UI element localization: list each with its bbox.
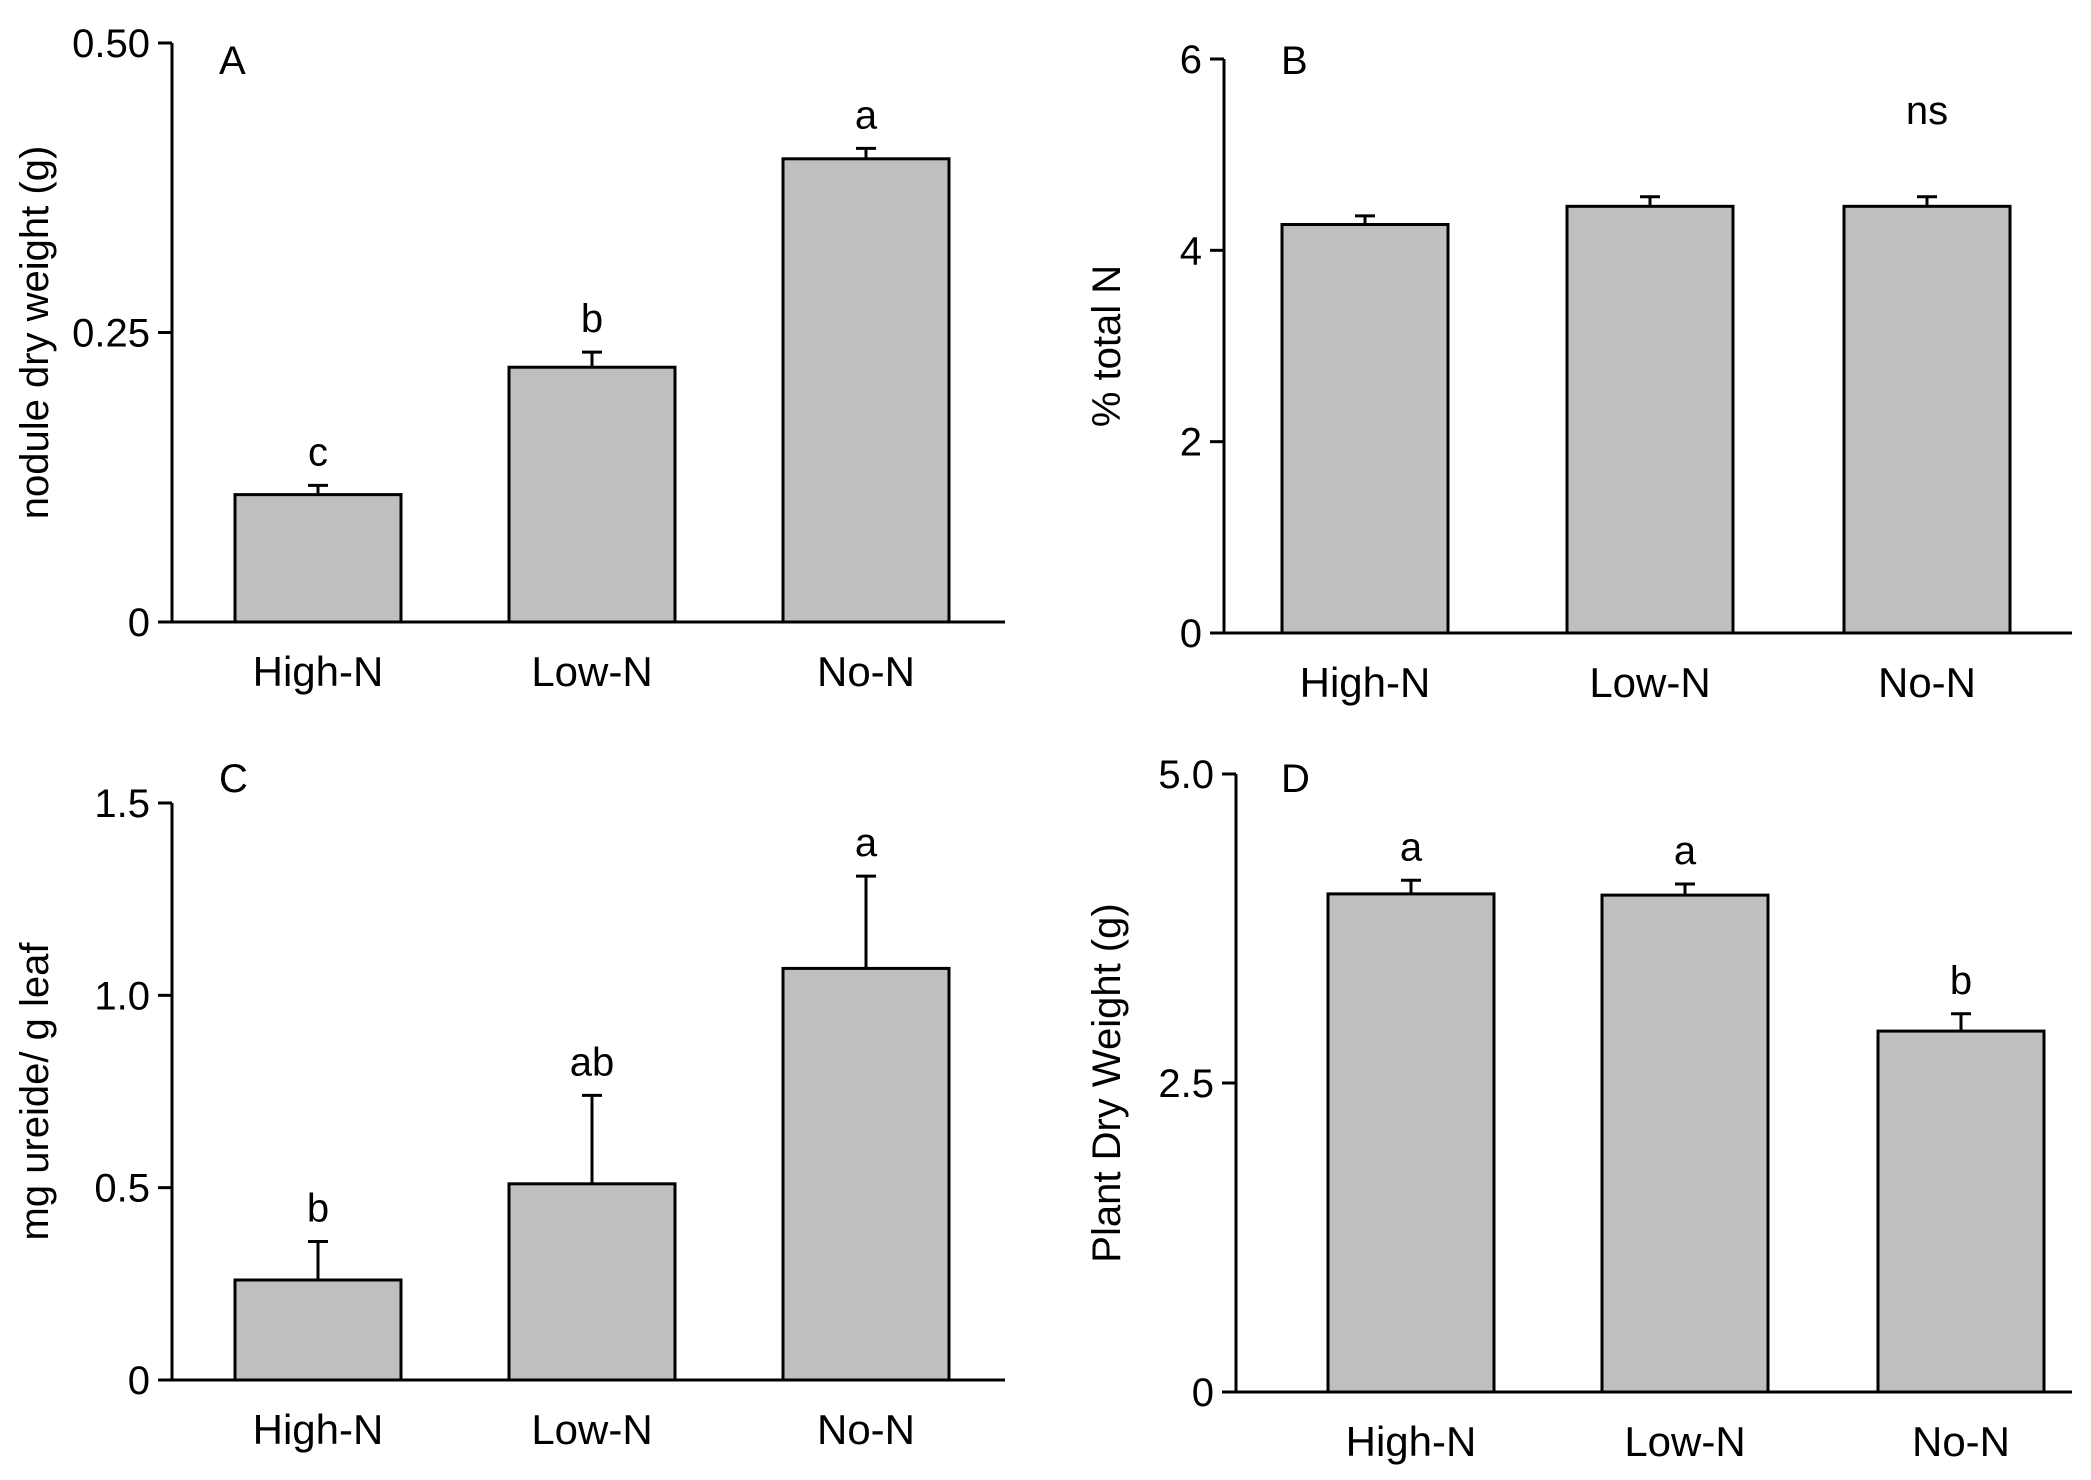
significance-label: b	[307, 1187, 329, 1231]
x-tick-label: High-N	[253, 648, 384, 695]
y-tick-label: 1.0	[94, 974, 150, 1018]
y-tick-label: 0	[1192, 1371, 1214, 1415]
panel-label: C	[219, 757, 248, 801]
panel-c: Cb High-N ab Low-N a No-N 0 0.5 1.0 1.5 mg ureide/…	[13, 757, 1005, 1453]
panel-label: B	[1281, 39, 1308, 83]
error-bar-no-n	[856, 146, 876, 159]
error-bar-high-n	[308, 483, 328, 495]
bar-high-n	[1280, 223, 1450, 635]
y-tick-label: 0.50	[72, 22, 150, 66]
y-tick-label: 0	[1180, 612, 1202, 656]
bar-no-n	[1842, 204, 2012, 635]
bar-high-n	[1326, 892, 1496, 1394]
bar-low-n	[1600, 893, 1770, 1394]
bar-no-n	[781, 966, 951, 1382]
y-tick-label: 0	[128, 601, 150, 645]
error-bar-high-n	[1355, 214, 1375, 225]
error-bar-high-n	[308, 1240, 328, 1280]
y-tick-label: 0.25	[72, 312, 150, 356]
error-bar-no-n	[856, 874, 876, 969]
x-tick-label: Low-N	[531, 648, 652, 695]
error-bar-low-n	[1640, 195, 1660, 207]
error-bar-low-n	[582, 350, 602, 368]
y-tick-label: 2	[1180, 421, 1202, 465]
y-tick-label: 5.0	[1158, 753, 1214, 797]
x-tick-label: High-N	[253, 1406, 384, 1453]
significance-label: b	[1950, 959, 1972, 1003]
bar-low-n	[507, 365, 677, 624]
y-tick-label: 4	[1180, 229, 1202, 273]
bar-high-n	[233, 493, 403, 624]
x-tick-label: Low-N	[531, 1406, 652, 1453]
y-tick-label: 1.5	[94, 782, 150, 826]
bar-low-n	[1565, 204, 1735, 635]
x-tick-label: No-N	[1878, 659, 1976, 706]
x-tick-label: Low-N	[1624, 1418, 1745, 1465]
x-tick-label: No-N	[817, 648, 915, 695]
bar-no-n	[781, 157, 951, 624]
x-tick-label: Low-N	[1589, 659, 1710, 706]
y-tick-label: 6	[1180, 38, 1202, 82]
panel-a: Ac High-N b Low-N a No-N 0 0.25 0.50 nodule dry w…	[13, 22, 1005, 695]
y-tick-label: 0	[128, 1359, 150, 1403]
significance-label: b	[581, 297, 603, 341]
panel-label: D	[1281, 757, 1310, 801]
significance-label: a	[855, 93, 878, 137]
y-tick-label: 2.5	[1158, 1062, 1214, 1106]
bar-low-n	[507, 1182, 677, 1382]
significance-label: c	[308, 430, 328, 474]
error-bar-high-n	[1401, 878, 1421, 894]
x-tick-label: High-N	[1300, 659, 1431, 706]
significance-label: a	[1674, 829, 1697, 873]
y-axis-title: mg ureide/ g leaf	[13, 942, 57, 1241]
bar-high-n	[233, 1278, 403, 1382]
error-bar-low-n	[582, 1093, 602, 1184]
error-bar-low-n	[1675, 882, 1695, 896]
bar-no-n	[1876, 1029, 2046, 1394]
significance-label: ab	[570, 1040, 615, 1084]
y-tick-label: 0.5	[94, 1167, 150, 1211]
error-bar-no-n	[1917, 195, 1937, 207]
significance-label: a	[1400, 825, 1423, 869]
y-axis-title: % total N	[1085, 265, 1129, 427]
annotation-ns: ns	[1906, 89, 1948, 133]
y-axis-title: Plant Dry Weight (g)	[1085, 903, 1129, 1262]
x-tick-label: No-N	[817, 1406, 915, 1453]
panel-b: B High-N Low-N No-N ns 0 2 4 6 % total N	[1085, 38, 2072, 706]
panel-label: A	[219, 39, 246, 83]
x-tick-label: High-N	[1346, 1418, 1477, 1465]
y-axis-title: nodule dry weight (g)	[13, 146, 57, 520]
significance-label: a	[855, 821, 878, 865]
error-bar-no-n	[1951, 1012, 1971, 1032]
panel-d: Da High-N a Low-N b No-N 0 2.5 5.0 Plant Dry Weig…	[1085, 753, 2072, 1465]
x-tick-label: No-N	[1912, 1418, 2010, 1465]
